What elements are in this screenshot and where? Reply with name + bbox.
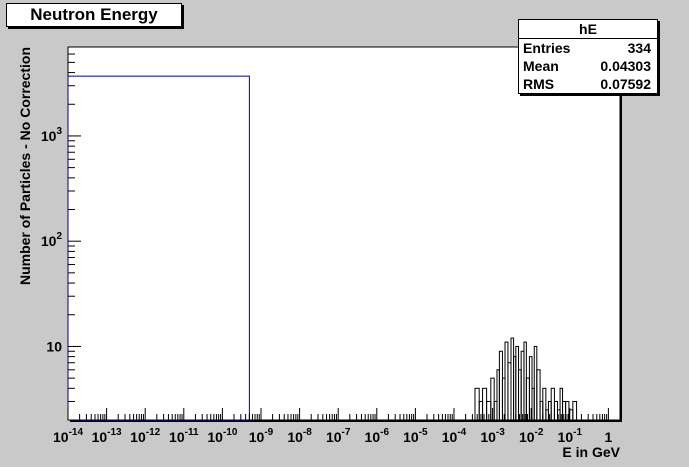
histogram-bin [572,400,578,421]
stats-value: 334 [627,40,651,56]
stats-row-mean: Mean 0.04303 [519,57,657,75]
stats-box: hE Entries 334 Mean 0.04303 RMS 0.07592 [518,19,658,94]
stats-value: 0.07592 [600,76,651,92]
x-tick-label: 10-5 [403,427,428,445]
histogram-bin [67,75,250,421]
chart-title: Neutron Energy [6,3,182,27]
x-tick-label: 10-7 [326,427,351,445]
y-axis-label: Number of Particles - No Correction [17,47,33,285]
x-tick-label: 10-13 [92,427,122,445]
x-tick-label: 1 [604,429,612,445]
plot-area [67,46,621,421]
stats-label: RMS [523,76,555,92]
y-tick-label: 10 [46,338,62,354]
stats-row-rms: RMS 0.07592 [519,75,657,93]
x-tick-label: 10-3 [480,427,505,445]
stats-label: Entries [523,40,571,56]
x-tick-label: 10-14 [53,427,83,445]
x-tick-label: 10-4 [442,427,467,445]
histogram-bin [542,387,547,421]
x-tick-label: 10-2 [519,427,544,445]
stats-label: Mean [523,58,559,74]
stats-title: hE [519,20,657,39]
x-tick-label: 10-11 [169,427,199,445]
x-tick-label: 10-8 [287,427,312,445]
x-tick-label: 10-10 [207,427,237,445]
histogram-bin [536,369,541,421]
stats-row-entries: Entries 334 [519,39,657,57]
x-tick-label: 10-9 [249,427,274,445]
x-tick-label: 10-12 [130,427,160,445]
x-tick-label: 10-1 [558,427,583,445]
x-tick-label: 10-6 [365,427,390,445]
y-tick-label: 103 [41,126,63,144]
chart-title-text: Neutron Energy [30,5,158,24]
stats-value: 0.04303 [600,58,651,74]
y-tick-label: 102 [41,231,63,249]
x-axis-label: E in GeV [562,444,620,460]
